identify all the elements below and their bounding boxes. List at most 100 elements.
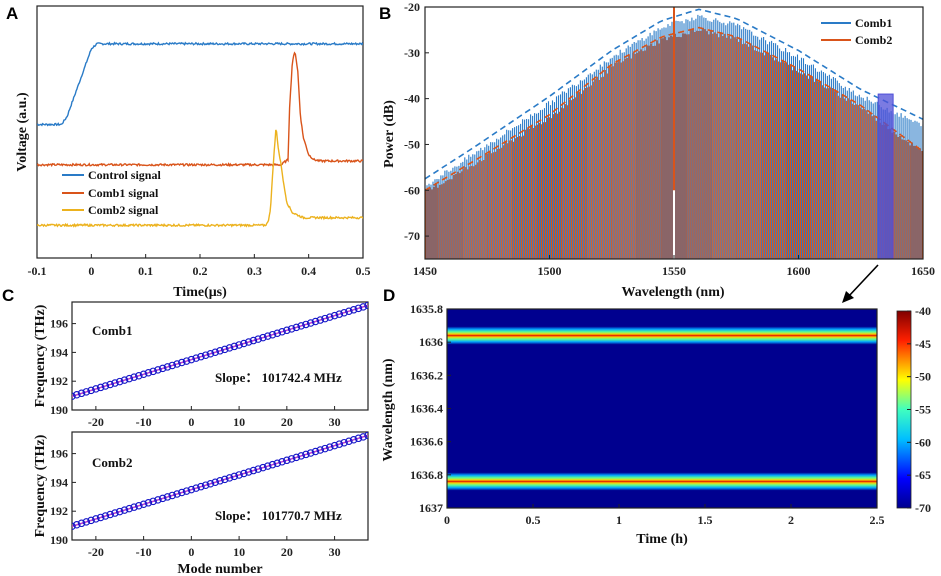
panel-b-legend: Comb1 Comb2 [817,11,919,49]
panel-c2-ylabel: Frequency (THz) [33,434,48,537]
panel-a-xlabel: Time(μs) [173,285,227,300]
mode-point [139,370,148,379]
mode-point [278,328,286,336]
legend-comb2-b: Comb2 [855,33,892,47]
x-tick-label: 0.2 [193,264,208,278]
mode-point [359,303,367,311]
x-tick-label: 0 [88,264,94,278]
mode-point [92,515,100,523]
series-line-control-signal [37,41,363,127]
y-tick-label: 190 [50,533,68,547]
mode-point [230,342,239,351]
mode-point [206,349,215,358]
mode-point [115,377,124,386]
mode-point [192,354,200,362]
panel-d-xlabel: Time (h) [636,532,688,547]
mode-point [326,313,334,321]
mode-point [278,458,286,466]
x-tick-label: -0.1 [28,264,47,278]
x-tick-label: 30 [329,415,341,429]
mode-point [120,506,129,514]
mode-point [306,449,315,457]
panel-c2-label: Comb2 [92,455,132,470]
mode-point [321,444,329,453]
panel-c-comb1-chart: -20 -10 0 10 20 30 190 192 194 196 Comb1 Slope： 1… [33,301,369,429]
mode-point [182,487,191,495]
y-tick-label: 194 [50,475,68,489]
y-tick-label: 1636.6 [410,435,443,449]
mode-point [364,432,368,440]
mode-point [345,307,353,316]
mode-point [158,494,167,503]
colorbar-tick-label: -45 [915,337,931,351]
mode-point [206,479,215,488]
mode-point [197,482,205,491]
mode-point [87,516,95,525]
x-tick-label: 10 [233,545,245,559]
mode-point [254,465,262,473]
comb1-envelope-fit [425,8,923,180]
mode-point [115,507,124,516]
mode-point [135,501,143,510]
mode-point [201,481,210,489]
mode-point [192,484,200,492]
mode-point [72,392,76,400]
y-tick-label: 1636 [419,335,443,349]
panel-c1-frame [71,301,369,411]
panel-d-heatmap: 0 0.5 1 1.5 2 2.5 1635.8 1636 1636.2 1636.4 1636.6… [381,302,931,547]
heatmap-band-1 [447,326,877,345]
mode-point [259,463,267,472]
x-tick-label: 0.4 [301,264,316,278]
y-tick-label: 1635.8 [410,302,443,316]
mode-point [101,512,110,520]
y-tick-label: 192 [50,374,68,388]
mode-point [302,450,310,459]
mode-point [158,364,167,373]
legend-comb1-b: Comb1 [855,16,892,30]
x-tick-label: -10 [136,415,152,429]
mode-point [163,363,172,371]
x-tick-label: 1600 [787,264,811,278]
colorbar-tick-label: -65 [915,468,931,482]
colorbar-tick-label: -70 [915,501,931,515]
mode-point [311,447,320,456]
x-tick-label: 1650 [911,264,935,278]
mode-point [268,330,277,339]
comb2-spectral-lines [425,29,923,259]
mode-point [349,436,358,444]
y-tick-label: 196 [50,317,68,331]
mode-point [297,322,305,330]
x-tick-label: 2.5 [870,513,885,527]
mode-point [240,339,248,348]
colorbar-tick-label: -50 [915,370,931,384]
mode-point [216,347,224,355]
mode-point [345,437,353,445]
mode-point [354,304,363,313]
mode-point [259,333,267,342]
y-tick-label: -40 [404,92,420,106]
mode-point [221,475,229,484]
mode-point [283,326,291,335]
x-tick-label: 20 [281,545,293,559]
y-tick-label: -30 [404,46,420,60]
mode-point [92,385,100,393]
heatmap-band-2 [447,472,877,491]
panel-b-ylabel: Power (dB) [382,100,397,168]
x-tick-label: 10 [233,415,245,429]
x-tick-label: 20 [281,415,293,429]
y-tick-label: -20 [404,0,420,14]
mode-point [139,500,148,509]
y-tick-label: -50 [404,137,420,151]
y-tick-label: -60 [404,183,420,197]
mode-point [168,361,177,370]
x-tick-label: 0.5 [526,513,541,527]
mode-point [77,389,86,398]
panel-b-xlabel: Wavelength (nm) [621,285,724,300]
mode-point [77,519,86,528]
x-tick-label: 0.5 [356,264,371,278]
mode-point [287,325,296,333]
x-tick-label: 0 [188,545,194,559]
mode-point [125,374,134,383]
mode-point [211,478,219,487]
legend-control-signal: Control signal [88,168,161,182]
